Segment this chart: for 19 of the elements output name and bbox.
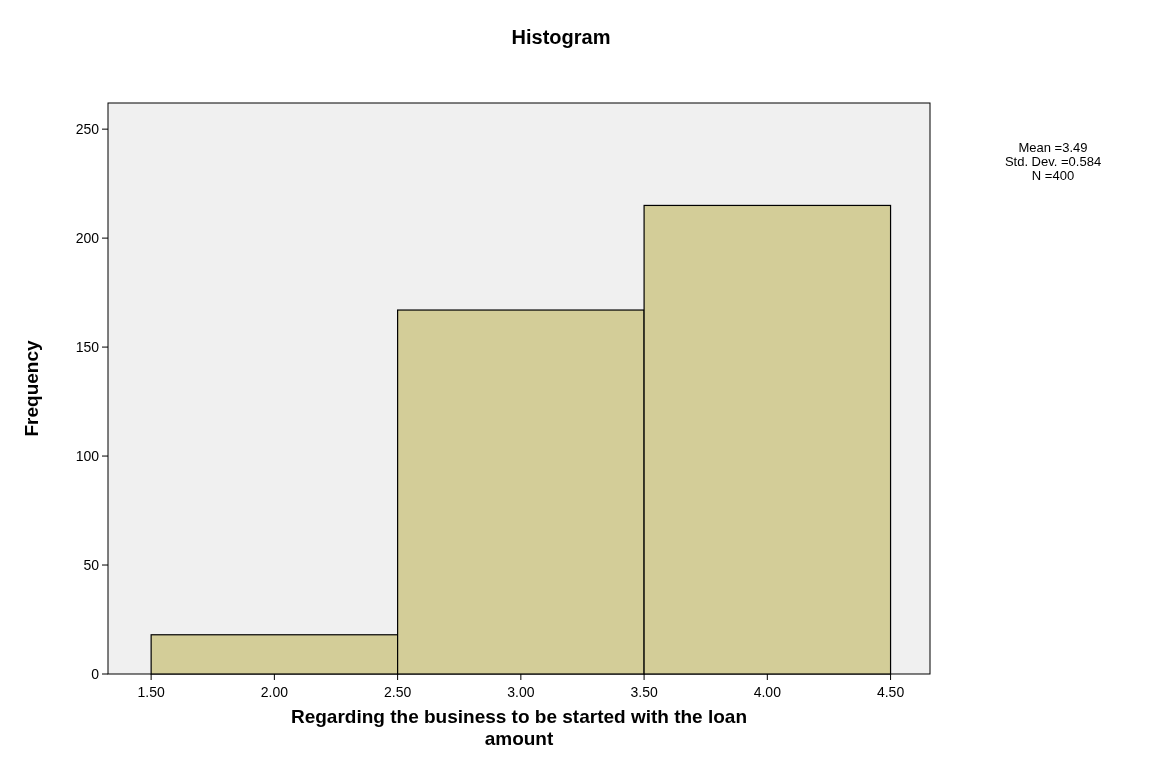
x-tick-label: 2.00: [260, 684, 289, 700]
x-tick-label: 1.50: [137, 684, 165, 700]
y-tick-label: 50: [83, 556, 100, 573]
x-tick-label: 3.00: [507, 684, 535, 700]
x-tick-label: 4.50: [876, 684, 905, 700]
y-tick-label: 200: [75, 230, 100, 247]
text: Std. Dev. =0.584: [1004, 154, 1102, 169]
y-tick-label: 250: [75, 121, 100, 138]
x-tick-label: 4.00: [753, 684, 782, 700]
text: Mean =3.49: [1018, 140, 1088, 155]
y-axis-title: Frequency: [21, 340, 42, 437]
x-axis-title: Regarding the business to be started with the loan amount: [290, 706, 748, 749]
y-tick-label: 150: [75, 338, 100, 355]
y-tick-label: 100: [75, 447, 100, 464]
y-tick-label: 0: [91, 665, 100, 682]
chart-title: Histogram: [511, 26, 611, 48]
x-tick-label: 2.50: [383, 684, 412, 700]
x-tick-label: 3.50: [630, 684, 658, 700]
text: N =400: [1031, 168, 1075, 183]
